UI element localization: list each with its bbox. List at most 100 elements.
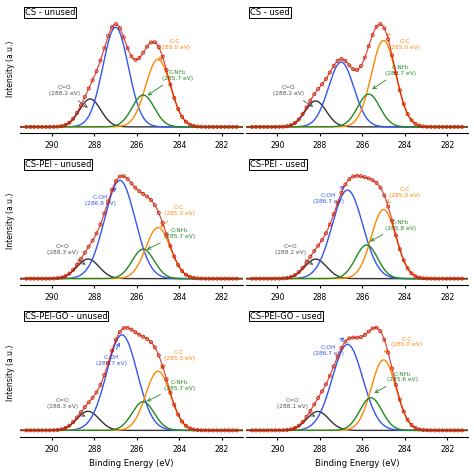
Point	[447, 427, 454, 434]
Point	[357, 333, 365, 341]
Point	[427, 275, 435, 283]
Point	[435, 275, 443, 283]
Point	[248, 123, 256, 131]
Point	[346, 62, 353, 69]
Point	[124, 175, 131, 183]
Point	[108, 23, 116, 31]
Point	[201, 275, 209, 283]
Point	[439, 123, 447, 131]
Point	[365, 175, 373, 182]
Point	[349, 334, 357, 341]
Text: C-OH
(286.8 eV): C-OH (286.8 eV)	[85, 188, 116, 206]
Point	[404, 110, 411, 118]
Point	[198, 123, 205, 130]
Point	[136, 187, 143, 195]
Point	[427, 123, 435, 131]
Point	[408, 421, 415, 429]
Point	[85, 85, 92, 92]
Point	[190, 122, 198, 130]
Point	[369, 176, 376, 184]
Point	[112, 177, 120, 185]
Point	[349, 65, 357, 73]
Point	[136, 54, 143, 62]
Point	[369, 325, 376, 332]
Point	[373, 23, 380, 30]
Point	[81, 93, 89, 100]
Point	[151, 344, 159, 351]
Point	[116, 173, 124, 180]
Point	[283, 122, 291, 130]
Point	[307, 97, 314, 104]
Point	[361, 331, 369, 339]
Point	[210, 427, 217, 434]
Point	[132, 184, 139, 191]
Point	[388, 365, 396, 372]
Point	[201, 123, 209, 131]
Point	[23, 427, 30, 434]
Point	[182, 118, 190, 126]
Point	[346, 175, 353, 183]
Point	[229, 275, 237, 283]
Point	[427, 427, 435, 434]
Point	[198, 275, 205, 283]
Point	[174, 411, 182, 419]
Point	[171, 253, 178, 260]
Point	[69, 266, 77, 273]
Point	[384, 203, 392, 210]
Text: C=O
(288.1 eV): C=O (288.1 eV)	[277, 398, 315, 416]
Point	[155, 43, 163, 51]
Point	[388, 217, 396, 224]
Point	[377, 20, 384, 28]
Point	[287, 121, 295, 129]
Point	[342, 57, 349, 65]
Text: C-NH₂
(285.6 eV): C-NH₂ (285.6 eV)	[375, 372, 418, 392]
Point	[104, 198, 112, 205]
Point	[85, 243, 92, 250]
Point	[272, 123, 279, 131]
Point	[166, 242, 174, 250]
Point	[151, 201, 159, 209]
Point	[439, 275, 447, 283]
Point	[221, 427, 228, 434]
Point	[77, 101, 85, 109]
Point	[65, 270, 73, 277]
Point	[46, 275, 54, 283]
Point	[272, 427, 279, 434]
Point	[104, 32, 112, 40]
Point	[174, 105, 182, 113]
Point	[206, 427, 213, 434]
Text: C-NH₂
(285.7 eV): C-NH₂ (285.7 eV)	[148, 70, 192, 95]
Point	[455, 275, 462, 283]
Point	[404, 264, 411, 272]
Point	[77, 255, 85, 263]
Point	[252, 123, 260, 131]
Point	[268, 123, 275, 131]
Point	[443, 123, 450, 131]
Y-axis label: Intensity (a.u.): Intensity (a.u.)	[6, 345, 15, 401]
Point	[381, 191, 388, 199]
Point	[65, 119, 73, 127]
Point	[233, 427, 240, 434]
Point	[136, 331, 143, 338]
Point	[159, 53, 166, 61]
Point	[108, 186, 116, 194]
Text: CS - unused: CS - unused	[25, 8, 75, 17]
Point	[400, 256, 408, 264]
Text: CS-PEI-GO - used: CS-PEI-GO - used	[250, 311, 322, 320]
Point	[388, 52, 396, 59]
Point	[283, 274, 291, 282]
Point	[233, 275, 240, 283]
Text: CS-PEI - used: CS-PEI - used	[250, 160, 306, 169]
Point	[139, 190, 147, 198]
Point	[260, 427, 267, 434]
Point	[310, 91, 318, 98]
Point	[225, 427, 233, 434]
Point	[283, 426, 291, 434]
Point	[73, 414, 81, 421]
Point	[50, 123, 57, 130]
Point	[124, 44, 131, 52]
Point	[275, 275, 283, 283]
Point	[373, 324, 380, 331]
Point	[423, 123, 431, 130]
Point	[166, 81, 174, 88]
